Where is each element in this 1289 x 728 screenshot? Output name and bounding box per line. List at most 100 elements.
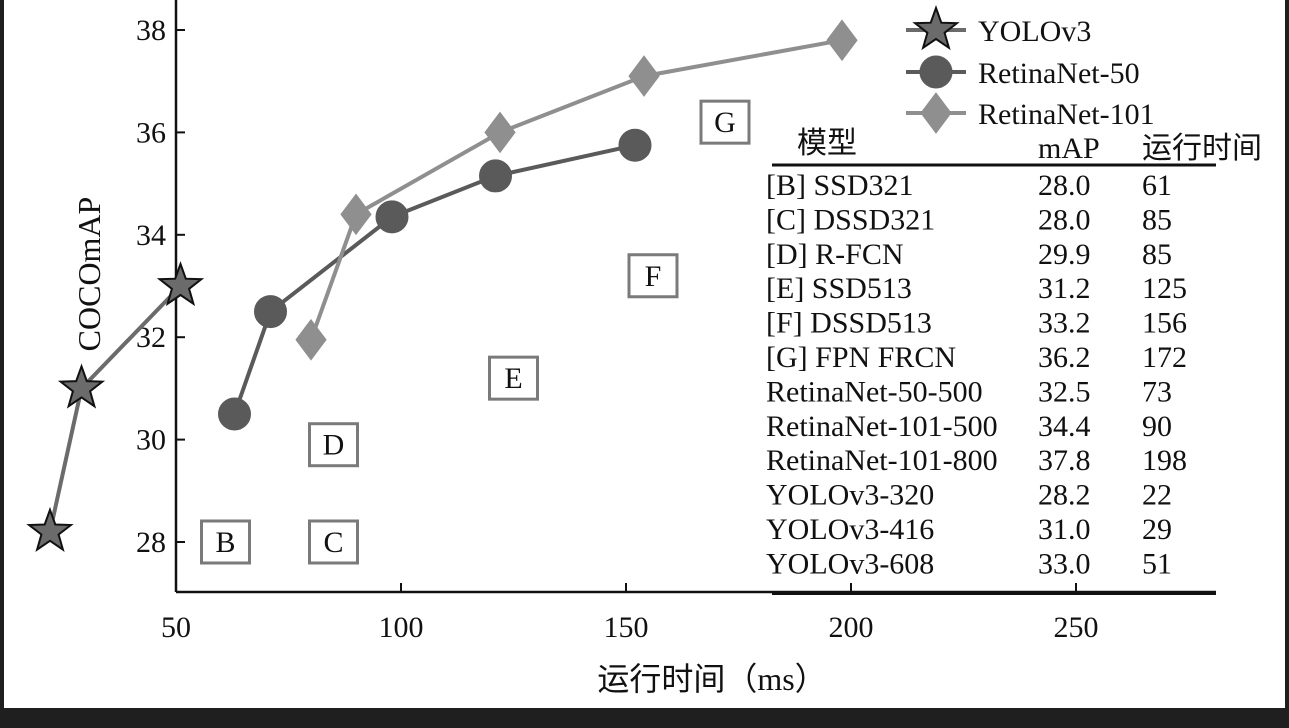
table-cell: [E] SSD513	[766, 272, 912, 305]
table-cell: 31.2	[1038, 272, 1091, 305]
series-point	[479, 159, 512, 193]
legend: YOLOv3 RetinaNet-50 RetinaNet-101	[906, 5, 1155, 134]
table-row: RetinaNet-101-500 34.4 90	[766, 410, 1172, 443]
point-box: G	[699, 99, 751, 145]
table-row: RetinaNet-50-500 32.5 73	[766, 375, 1172, 408]
y-axis-title: COCOmAP	[71, 197, 107, 352]
table-cell: 28.0	[1038, 169, 1091, 202]
series-point	[484, 111, 516, 154]
table-cell: RetinaNet-101-500	[766, 410, 998, 443]
series-point	[254, 295, 287, 329]
table-cell: 198	[1142, 444, 1187, 477]
series-point	[618, 128, 652, 162]
table-cell: 61	[1142, 169, 1172, 202]
series-line	[232, 143, 636, 415]
table-cell: 85	[1142, 203, 1172, 236]
table-cell: 90	[1142, 410, 1172, 443]
table-cell: [G] FPN FRCN	[766, 341, 956, 374]
table-cell: 33.0	[1038, 547, 1091, 580]
table-cell: 51	[1142, 547, 1172, 580]
x-axis-title: 运行时间（ms）	[597, 661, 826, 697]
legend-marker	[919, 55, 953, 89]
series-point	[628, 55, 660, 97]
legend-entry: YOLOv3	[906, 5, 1091, 51]
point-box: D	[308, 422, 359, 468]
series-line	[309, 38, 843, 341]
x-tick-label: 100	[379, 611, 424, 644]
y-tick-label: 28	[136, 526, 166, 559]
series-point	[218, 397, 251, 431]
series-markers	[26, 19, 858, 552]
table-cell: YOLOv3-320	[766, 479, 934, 512]
legend-label: RetinaNet-50	[978, 57, 1140, 90]
point-box-frame	[627, 253, 679, 299]
table-cell: 37.8	[1038, 444, 1091, 477]
table-row: YOLOv3-608 33.0 51	[766, 547, 1172, 580]
table-cell: [C] DSSD321	[766, 203, 935, 236]
table-row: [E] SSD513 31.2 125	[766, 272, 1187, 305]
series-point	[295, 318, 327, 361]
point-box-label: F	[645, 260, 662, 293]
series-point	[26, 506, 74, 552]
point-box: E	[488, 355, 539, 401]
table-cell: [F] DSSD513	[766, 307, 932, 340]
table-cell: 156	[1142, 307, 1187, 340]
series-point	[826, 19, 858, 62]
y-tick-label: 30	[136, 424, 166, 457]
table-cell: RetinaNet-50-500	[766, 375, 983, 408]
series-point	[375, 200, 409, 234]
legend-marker	[912, 5, 960, 51]
table-row: RetinaNet-101-800 37.8 198	[766, 444, 1187, 477]
point-box-label: B	[215, 526, 235, 559]
table-cell: 34.4	[1038, 410, 1091, 443]
table-cell: 32.5	[1038, 375, 1091, 408]
series-point	[156, 261, 205, 307]
point-box-label: D	[323, 429, 345, 462]
table-header-cell: 运行时间	[1142, 132, 1262, 165]
table-cell: 28.2	[1038, 479, 1091, 512]
y-tick-label: 36	[136, 116, 166, 149]
point-box-frame	[699, 99, 751, 145]
table-cell: 22	[1142, 479, 1172, 512]
x-tick-label: 250	[1054, 611, 1099, 644]
table-cell: 172	[1142, 341, 1187, 374]
table-cell: 31.0	[1038, 513, 1091, 546]
legend-label: RetinaNet-101	[978, 98, 1155, 131]
point-box-label: G	[714, 106, 736, 139]
point-box: B	[200, 519, 251, 565]
table-header: 模型 mAP 运行时间	[797, 127, 1262, 165]
table-cell: [D] R-FCN	[766, 238, 904, 271]
legend-marker	[920, 92, 952, 134]
series-point	[340, 193, 372, 236]
table-row: [G] FPN FRCN 36.2 172	[766, 341, 1187, 374]
results-table: 模型 mAP 运行时间 [B] SSD321 28.0 61 [C] DSSD321 28.0…	[766, 127, 1262, 595]
point-box-frame	[308, 519, 359, 565]
table-cell: 85	[1142, 238, 1172, 271]
point-box-label: C	[323, 526, 343, 559]
table-cell: RetinaNet-101-800	[766, 444, 998, 477]
table-row: [D] R-FCN 29.9 85	[766, 238, 1172, 271]
table-cell: 28.0	[1038, 203, 1091, 236]
series-point	[57, 363, 106, 409]
table-header-cell: mAP	[1038, 132, 1100, 165]
table-cell: 29.9	[1038, 238, 1091, 271]
table-row: [C] DSSD321 28.0 85	[766, 203, 1172, 236]
table-cell: 73	[1142, 375, 1172, 408]
table-row: YOLOv3-416 31.0 29	[766, 513, 1172, 546]
table-cell: YOLOv3-416	[766, 513, 934, 546]
legend-entry: RetinaNet-50	[906, 55, 1140, 90]
x-tick-label: 200	[829, 611, 874, 644]
legend-entry: RetinaNet-101	[906, 92, 1155, 134]
point-box-label: E	[504, 362, 522, 395]
point-box: F	[627, 253, 679, 299]
point-box-frame	[308, 422, 359, 468]
y-tick-label: 38	[136, 14, 166, 47]
point-box-frame	[200, 519, 251, 565]
table-cell: 36.2	[1038, 341, 1091, 374]
table-cell: 29	[1142, 513, 1172, 546]
table-header-cell: 模型	[797, 127, 857, 160]
